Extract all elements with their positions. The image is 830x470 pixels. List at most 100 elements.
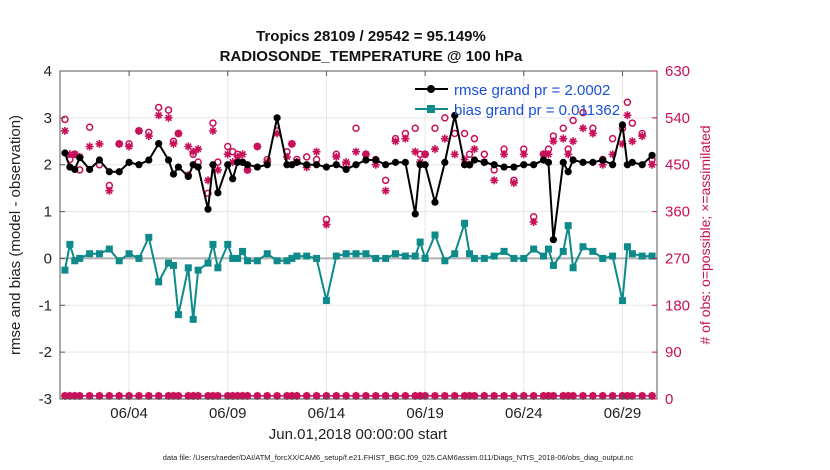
bias-point (372, 254, 380, 262)
assimilated-count-point (213, 391, 222, 400)
bias-point (204, 259, 212, 267)
legend-bias-marker (427, 105, 435, 113)
x-axis-label: Jun.01,2018 00:00:00 start (269, 426, 448, 443)
assimilated-count-point (564, 391, 573, 400)
assimilated-count-point (391, 391, 400, 400)
assimilated-count-point (70, 391, 79, 400)
bias-point (520, 254, 528, 262)
obs-assimilated-point (460, 155, 469, 164)
bias-point (544, 245, 552, 253)
bias-point (342, 250, 350, 258)
rmse-point (564, 168, 572, 176)
assimilated-count-point (450, 391, 459, 400)
rmse-point (194, 163, 202, 171)
assimilated-count-point (164, 391, 173, 400)
obs-assimilated-point (352, 147, 361, 156)
obs-assimilated-point (189, 147, 198, 156)
obs-possible-point (164, 106, 173, 114)
obs-assimilated-point (440, 134, 449, 143)
rmse-point (71, 165, 79, 173)
y-right-tick-label: 0 (665, 391, 673, 408)
rmse-point (500, 163, 508, 171)
bias-point (431, 231, 439, 239)
rmse-point (169, 170, 178, 178)
bias-point (392, 250, 400, 258)
rmse-point (569, 156, 577, 164)
assimilated-count-point (174, 391, 183, 400)
rmse-point (544, 158, 553, 166)
legend: rmse grand pr = 2.0002 bias grand pr = 0… (415, 82, 620, 119)
x-tick-label: 06/04 (110, 405, 148, 422)
rmse-point (362, 156, 370, 164)
obs-assimilated-point (529, 217, 538, 226)
rmse-point (559, 158, 567, 166)
assimilated-count-point (411, 391, 420, 400)
rmse-point (145, 156, 153, 164)
assimilated-count-point (292, 391, 301, 400)
assimilated-count-point (598, 391, 607, 400)
rmse-point (608, 161, 617, 169)
obs-assimilated-point (204, 176, 213, 185)
rmse-point (401, 158, 409, 166)
rmse-point (549, 236, 557, 244)
obs-possible-point (381, 176, 390, 185)
assimilated-count-point (371, 391, 380, 400)
assimilated-count-point (648, 391, 657, 400)
bias-point (569, 264, 577, 272)
assimilated-count-point (95, 391, 104, 400)
rmse-point (76, 154, 84, 162)
obs-assimilated-point (332, 152, 341, 161)
assimilated-count-point (169, 391, 178, 400)
legend-bias-label: bias grand pr = 0.011362 (454, 102, 620, 119)
assimilated-count-point (500, 391, 509, 400)
bias-point (288, 254, 296, 262)
obs-assimilated-point (85, 142, 94, 151)
obs-possible-point (579, 108, 587, 117)
bias-point (401, 252, 409, 260)
bias-point (66, 240, 74, 248)
rmse-point (243, 161, 252, 169)
bias-point (322, 297, 330, 305)
y-tick-label: 4 (44, 63, 52, 80)
bias-point (618, 297, 626, 305)
obs-assimilated-point (194, 145, 203, 154)
y-tick-label: -3 (39, 391, 52, 408)
rmse-point (490, 161, 498, 169)
obs-assimilated-point (184, 142, 193, 151)
obs-assimilated-point (549, 137, 558, 146)
assimilated-count-point (233, 391, 242, 400)
obs-possible-point (352, 124, 360, 133)
obs-possible-point (480, 150, 489, 159)
assimilated-count-point (608, 391, 617, 400)
assimilated-count-point (154, 391, 163, 400)
y-tick-label: 0 (44, 250, 52, 267)
bias-point (283, 257, 291, 265)
assimilated-count-point (134, 391, 143, 400)
bias-point (263, 250, 271, 258)
bias-point (209, 240, 217, 248)
rmse-point (441, 158, 449, 166)
rmse-point (382, 161, 390, 169)
obs-assimilated-point (312, 147, 321, 156)
assimilated-count-point (465, 391, 474, 400)
bias-point (253, 257, 261, 265)
assimilated-count-point (440, 391, 449, 400)
bias-point (125, 250, 133, 258)
obs-assimilated-point (233, 152, 242, 161)
rmse-point (530, 161, 538, 169)
bias-point (71, 257, 79, 265)
obs-assimilated-point (411, 147, 420, 156)
rmse-point (465, 161, 474, 169)
assimilated-count-point (588, 391, 597, 400)
obs-assimilated-point (509, 178, 518, 187)
assimilated-count-point (184, 391, 193, 400)
bias-point (95, 250, 103, 258)
assimilated-count-point (559, 391, 568, 400)
bias-point (638, 252, 646, 260)
y-right-tick-label: 90 (665, 344, 682, 361)
bias-point (273, 257, 281, 265)
obs-assimilated-point (598, 160, 607, 169)
obs-assimilated-point (500, 150, 509, 159)
obs-possible-point (460, 129, 469, 138)
